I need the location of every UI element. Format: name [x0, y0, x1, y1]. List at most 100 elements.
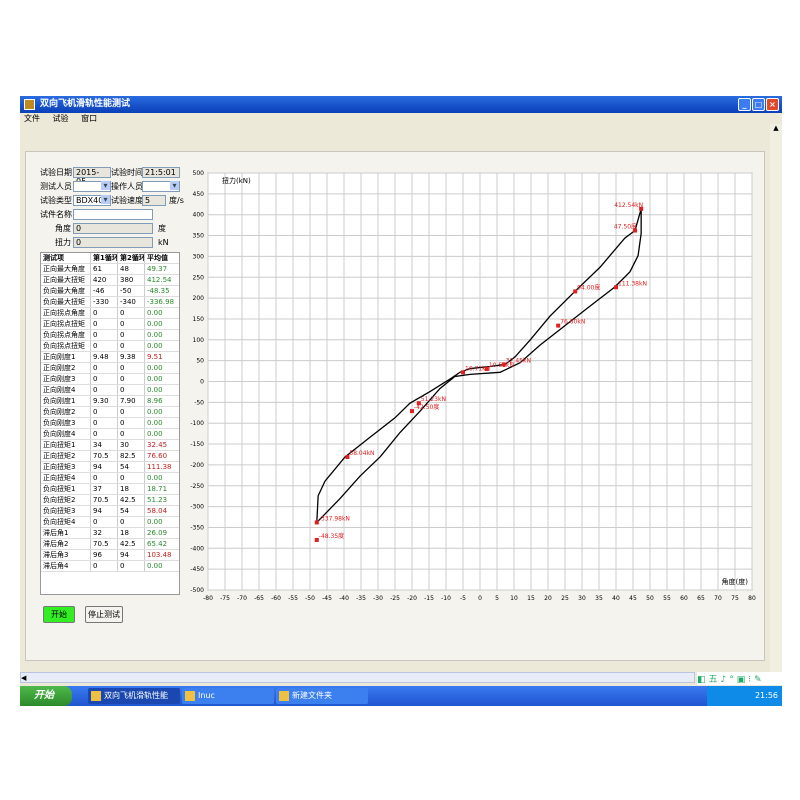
x-tick-label: 10 — [510, 595, 518, 600]
table-cell: 111.38 — [147, 463, 172, 471]
table-cell: 18 — [118, 528, 145, 538]
table-cell: 42.5 — [118, 539, 145, 549]
table-cell: 0.00 — [147, 320, 163, 328]
test-type-dropdown[interactable]: BDX40 — [73, 195, 111, 206]
test-date-field[interactable]: 2015-05- — [73, 167, 111, 186]
table-cell: 0 — [91, 418, 118, 428]
task-label: 新建文件夹 — [292, 691, 332, 700]
x-tick-label: -5 — [460, 595, 466, 600]
torque-field: 0 — [73, 237, 153, 248]
menu-file[interactable]: 文件 — [24, 114, 40, 123]
clock: 21:56 — [754, 691, 778, 700]
table-row: 正向最大扭矩 420 380 412.54 — [41, 275, 179, 286]
menu-window[interactable]: 窗口 — [81, 114, 98, 123]
table-row: 滞后角3 96 94 103.48 — [41, 550, 179, 561]
y-tick-label: 450 — [193, 191, 205, 198]
table-cell: 34 — [91, 440, 118, 450]
x-tick-label: 80 — [748, 595, 756, 600]
table-cell: 94 — [91, 462, 118, 472]
annotation-label: 32.45kN — [506, 357, 531, 364]
stop-button[interactable]: 停止测试 — [85, 606, 123, 623]
start-menu-button[interactable]: 开始 — [20, 686, 72, 706]
annotation-label: 51.23kN — [421, 396, 446, 403]
close-button[interactable]: × — [766, 98, 779, 111]
tester-label: 测试人员 — [40, 182, 72, 191]
table-row: 负向扭矩2 70.5 42.5 51.23 — [41, 495, 179, 506]
header-item: 测试项 — [41, 253, 91, 263]
window-title: 双向飞机滑轨性能测试 — [40, 99, 131, 109]
specimen-field[interactable] — [73, 209, 153, 220]
y-tick-label: -450 — [190, 566, 204, 573]
table-row: 负向扭矩3 94 54 58.04 — [41, 506, 179, 517]
table-cell: 18.71 — [147, 485, 168, 493]
table-cell: 正向最大扭矩 — [41, 275, 91, 285]
table-cell: 0.00 — [147, 386, 163, 394]
test-time-field[interactable]: 21:5:01 — [142, 167, 180, 178]
horizontal-scrollbar[interactable]: ◀ — [20, 672, 695, 683]
table-cell: 37 — [91, 484, 118, 494]
y-tick-label: -350 — [190, 524, 204, 531]
y-tick-label: 100 — [193, 337, 205, 344]
y-tick-label: -150 — [190, 441, 204, 448]
table-cell: 0.00 — [147, 518, 163, 526]
y-tick-label: 250 — [193, 274, 205, 281]
table-row: 正向刚度3 0 0 0.00 — [41, 374, 179, 385]
table-cell: 0 — [118, 517, 145, 527]
task-new-folder[interactable]: 新建文件夹 — [276, 688, 368, 704]
table-cell: 0 — [91, 407, 118, 417]
y-tick-label: 500 — [193, 170, 205, 177]
table-cell: 正向刚度1 — [41, 352, 91, 362]
y-tick-label: -100 — [190, 420, 204, 427]
table-cell: 48 — [118, 264, 145, 274]
annotation-marker — [345, 454, 350, 459]
start-button[interactable]: 开始 — [43, 606, 75, 623]
speed-field[interactable]: 5 — [142, 195, 166, 206]
table-cell: 0.00 — [147, 309, 163, 317]
x-tick-label: 25 — [561, 595, 569, 600]
table-cell: 58.04 — [147, 507, 168, 515]
x-axis-label: 角度(度) — [722, 577, 749, 586]
x-tick-label: 20 — [544, 595, 552, 600]
tester-dropdown[interactable] — [73, 181, 111, 192]
table-cell: 滞后角1 — [41, 528, 91, 538]
table-cell: 负向最大角度 — [41, 286, 91, 296]
table-cell: 0.00 — [147, 474, 163, 482]
table-cell: 滞后角4 — [41, 561, 91, 571]
x-tick-label: 75 — [731, 595, 739, 600]
menu-test[interactable]: 试验 — [52, 114, 69, 123]
table-row: 正向刚度1 9.48 9.38 9.51 — [41, 352, 179, 363]
annotation-label: -48.35度 — [319, 532, 344, 540]
table-cell: 负向拐点扭矩 — [41, 341, 91, 351]
ime-toolbar[interactable]: ◧五♪°▣⁝✎ — [697, 672, 782, 685]
table-cell: 96 — [91, 550, 118, 560]
table-cell: -340 — [118, 297, 145, 307]
table-row: 负向刚度1 9.30 7.90 8.96 — [41, 396, 179, 407]
scroll-left-icon[interactable]: ◀ — [21, 674, 27, 682]
table-row: 正向拐点扭矩 0 0 0.00 — [41, 319, 179, 330]
table-cell: 负向最大扭矩 — [41, 297, 91, 307]
table-row: 正向扭矩3 94 54 111.38 — [41, 462, 179, 473]
table-cell: 0 — [118, 473, 145, 483]
table-cell: 负向扭矩2 — [41, 495, 91, 505]
scroll-up-icon[interactable]: ▲ — [773, 124, 779, 132]
angle-unit: 度 — [158, 224, 166, 233]
annotation-marker — [573, 289, 578, 294]
operator-dropdown[interactable] — [142, 181, 180, 192]
table-cell: 正向刚度3 — [41, 374, 91, 384]
task-label: Inuc — [198, 691, 215, 700]
table-row: 正向最大角度 61 48 49.37 — [41, 264, 179, 275]
table-cell: 420 — [91, 275, 118, 285]
table-cell: 0 — [118, 407, 145, 417]
table-cell: 49.37 — [147, 265, 168, 273]
vertical-scrollbar[interactable]: ▲ — [770, 124, 782, 674]
minimize-button[interactable]: _ — [738, 98, 751, 111]
table-row: 正向拐点角度 0 0 0.00 — [41, 308, 179, 319]
torque-unit: kN — [158, 238, 169, 247]
maximize-button[interactable]: □ — [752, 98, 765, 111]
table-cell: 负向扭矩3 — [41, 506, 91, 516]
task-folder-inuc[interactable]: Inuc — [182, 688, 274, 704]
operator-label: 操作人员 — [111, 182, 143, 191]
task-app[interactable]: 双向飞机滑轨性能 — [88, 688, 180, 704]
annotation-marker — [501, 362, 506, 367]
table-cell: 滞后角3 — [41, 550, 91, 560]
